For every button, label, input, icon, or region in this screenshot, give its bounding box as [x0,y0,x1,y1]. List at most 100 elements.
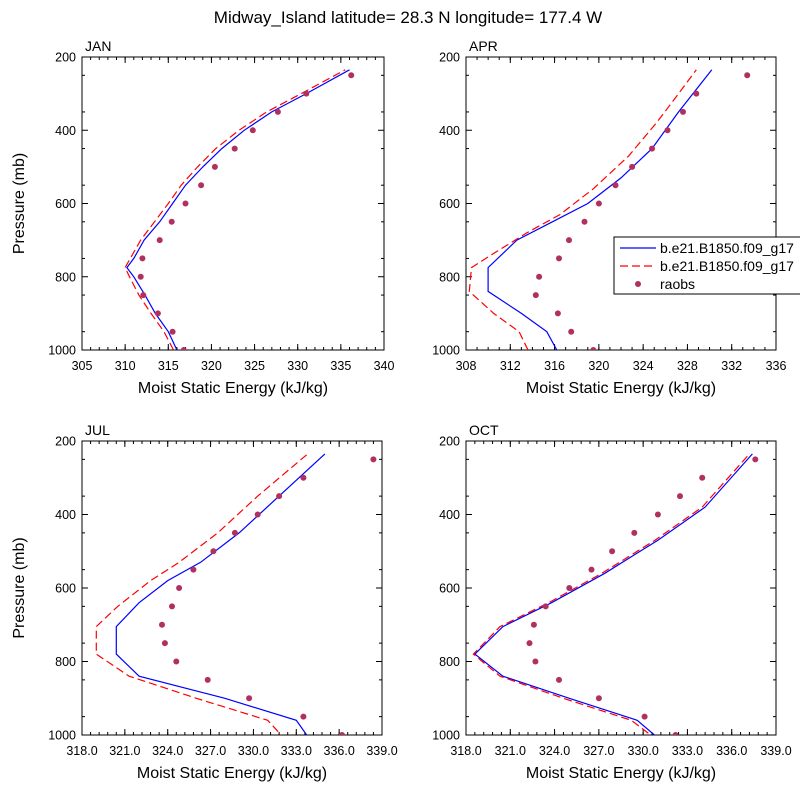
x-tick-label: 308 [456,359,477,373]
y-tick-label: 800 [439,270,460,284]
x-tick-label: 335 [330,359,351,373]
raobs-point [276,493,283,500]
x-tick-label: 320 [588,359,609,373]
panel-label: OCT [469,422,499,438]
raobs-point [744,72,751,79]
x-tick-label: 320 [201,359,222,373]
raobs-point [339,732,345,735]
y-tick-label: 800 [55,655,76,669]
y-tick-label: 400 [55,508,76,522]
raobs-point [303,90,310,97]
series-line-dashed [468,69,697,350]
raobs-point [210,548,217,555]
x-tick-label: 332 [721,359,742,373]
raobs-point [542,603,549,610]
x-tick-label: 339.0 [760,744,791,758]
raobs-point [246,695,253,702]
raobs-point [693,90,700,97]
x-axis-label: Moist Static Energy (kJ/kg) [526,380,716,397]
series-line-dashed [472,453,750,735]
panel-label: JUL [85,422,110,438]
raobs-point [532,292,539,299]
raobs-point [556,676,562,683]
raobs-point [156,237,163,244]
raobs-point [568,328,575,335]
y-tick-label: 600 [439,582,460,596]
raobs-point [154,310,161,317]
y-axis-label: Pressure (mb) [11,537,28,638]
x-tick-label: 327.0 [195,744,226,758]
x-tick-label: 330 [287,359,308,373]
y-tick-label: 200 [439,435,460,449]
x-tick-label: 321.0 [109,744,140,758]
series-group [472,453,759,735]
raobs-point [566,237,572,244]
x-axis-label: Moist Static Energy (kJ/kg) [526,765,716,782]
raobs-point [161,640,168,647]
series-line-dashed [95,453,309,735]
y-tick-label: 600 [55,582,76,596]
raobs-point [554,310,561,317]
chart-panels: JAN 305 310 315 320 325 330 335 340 200 400 600 800 1… [11,38,792,782]
x-tick-label: 328 [677,359,698,373]
raobs-point [530,621,537,628]
raobs-point [300,713,307,720]
x-tick-label: 333.0 [672,744,703,758]
x-tick-label: 315 [158,359,179,373]
legend-label: raobs [660,276,695,292]
raobs-point [752,456,759,463]
series-line-solid [487,69,713,350]
raobs-point [629,163,636,170]
raobs-point [254,511,261,518]
raobs-point [140,292,147,299]
plot-frame [81,56,385,351]
x-axis-label: Moist Static Energy (kJ/kg) [138,380,328,397]
raobs-point [588,566,595,573]
raobs-point [590,347,597,350]
panel-label: APR [469,38,498,54]
raobs-point [370,456,377,463]
raobs-point [526,640,533,647]
legend-item: b.e21.B1850.f09_g17 [620,258,794,274]
y-tick-label: 200 [55,51,76,65]
y-tick-label: 200 [439,51,460,65]
x-tick-label: 324.0 [152,744,183,758]
raobs-point [641,713,648,720]
panel-oct: OCT 318.0 321.0 324.0 327.0 330.0 333.0 336.0 33… [432,422,792,782]
x-tick-label: 324 [633,359,654,373]
y-tick-label: 600 [55,197,76,211]
raobs-point [566,585,573,591]
x-tick-label: 310 [115,359,136,373]
x-tick-label: 340 [374,359,395,373]
legend-marker-dot [635,281,641,287]
raobs-point [300,474,307,481]
raobs-point [631,529,638,536]
plot-frame [81,440,383,736]
y-tick-label: 400 [55,124,76,138]
x-tick-label: 324.0 [539,744,570,758]
raobs-point [672,732,679,735]
x-tick-label: 316 [544,359,565,373]
y-tick-label: 800 [55,270,76,284]
raobs-point [159,621,165,628]
x-tick-label: 318.0 [66,744,97,758]
raobs-point [168,218,175,225]
x-tick-label: 330.0 [628,744,659,758]
x-axis-label: Moist Static Energy (kJ/kg) [137,765,327,782]
series-line-solid [126,69,350,350]
raobs-point [173,658,180,665]
raobs-point [249,127,256,134]
x-tick-label: 336.0 [716,744,747,758]
raobs-point [536,273,543,280]
x-tick-label: 321.0 [495,744,526,758]
plot-frame [465,56,777,351]
y-tick-label: 600 [439,197,460,211]
series-group [95,453,377,735]
raobs-point [699,474,706,481]
y-tick-label: 200 [55,435,76,449]
series-line-solid [115,453,326,735]
raobs-point [169,328,176,335]
raobs-point [532,658,539,665]
raobs-point [649,145,655,152]
